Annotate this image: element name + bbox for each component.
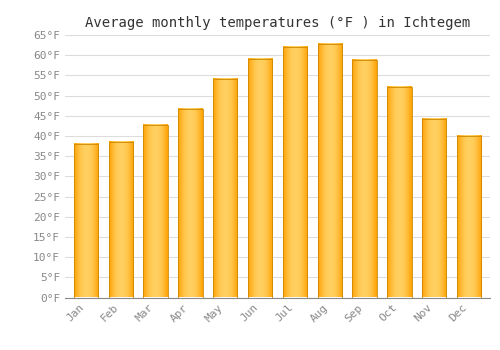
Bar: [213, 79, 238, 298]
Bar: [108, 142, 133, 298]
Bar: [422, 119, 446, 298]
Bar: [144, 125, 168, 298]
Bar: [178, 109, 203, 298]
Bar: [387, 87, 411, 298]
Bar: [352, 60, 377, 298]
Bar: [74, 144, 98, 298]
Bar: [248, 59, 272, 298]
Bar: [457, 136, 481, 298]
Title: Average monthly temperatures (°F ) in Ichtegem: Average monthly temperatures (°F ) in Ic…: [85, 16, 470, 30]
Bar: [282, 47, 307, 298]
Bar: [318, 44, 342, 298]
